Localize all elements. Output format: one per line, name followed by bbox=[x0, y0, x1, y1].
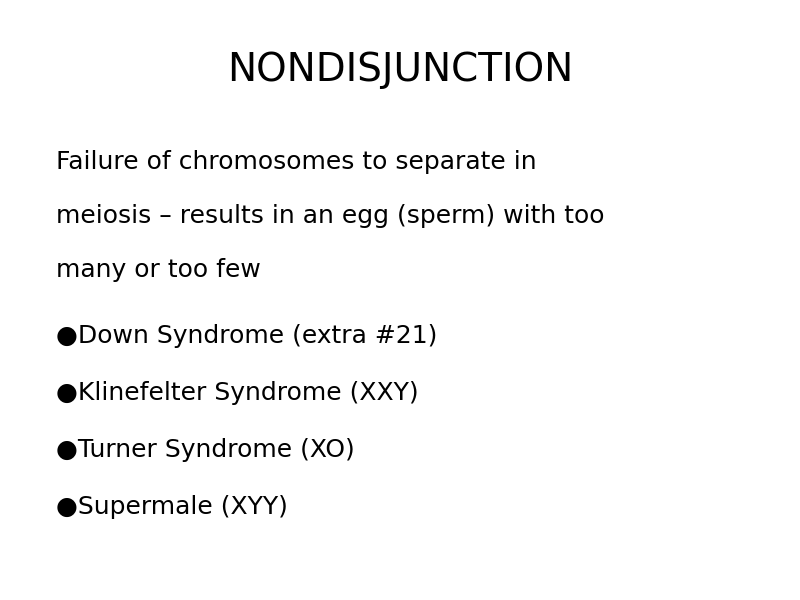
Text: ●Down Syndrome (extra #21): ●Down Syndrome (extra #21) bbox=[56, 324, 438, 348]
Text: ●Klinefelter Syndrome (XXY): ●Klinefelter Syndrome (XXY) bbox=[56, 381, 418, 405]
Text: Failure of chromosomes to separate in: Failure of chromosomes to separate in bbox=[56, 150, 537, 174]
Text: meiosis – results in an egg (sperm) with too: meiosis – results in an egg (sperm) with… bbox=[56, 204, 605, 228]
Text: ●Turner Syndrome (XO): ●Turner Syndrome (XO) bbox=[56, 438, 354, 462]
Text: ●Supermale (XYY): ●Supermale (XYY) bbox=[56, 495, 288, 519]
Text: NONDISJUNCTION: NONDISJUNCTION bbox=[227, 51, 573, 89]
Text: many or too few: many or too few bbox=[56, 258, 261, 282]
